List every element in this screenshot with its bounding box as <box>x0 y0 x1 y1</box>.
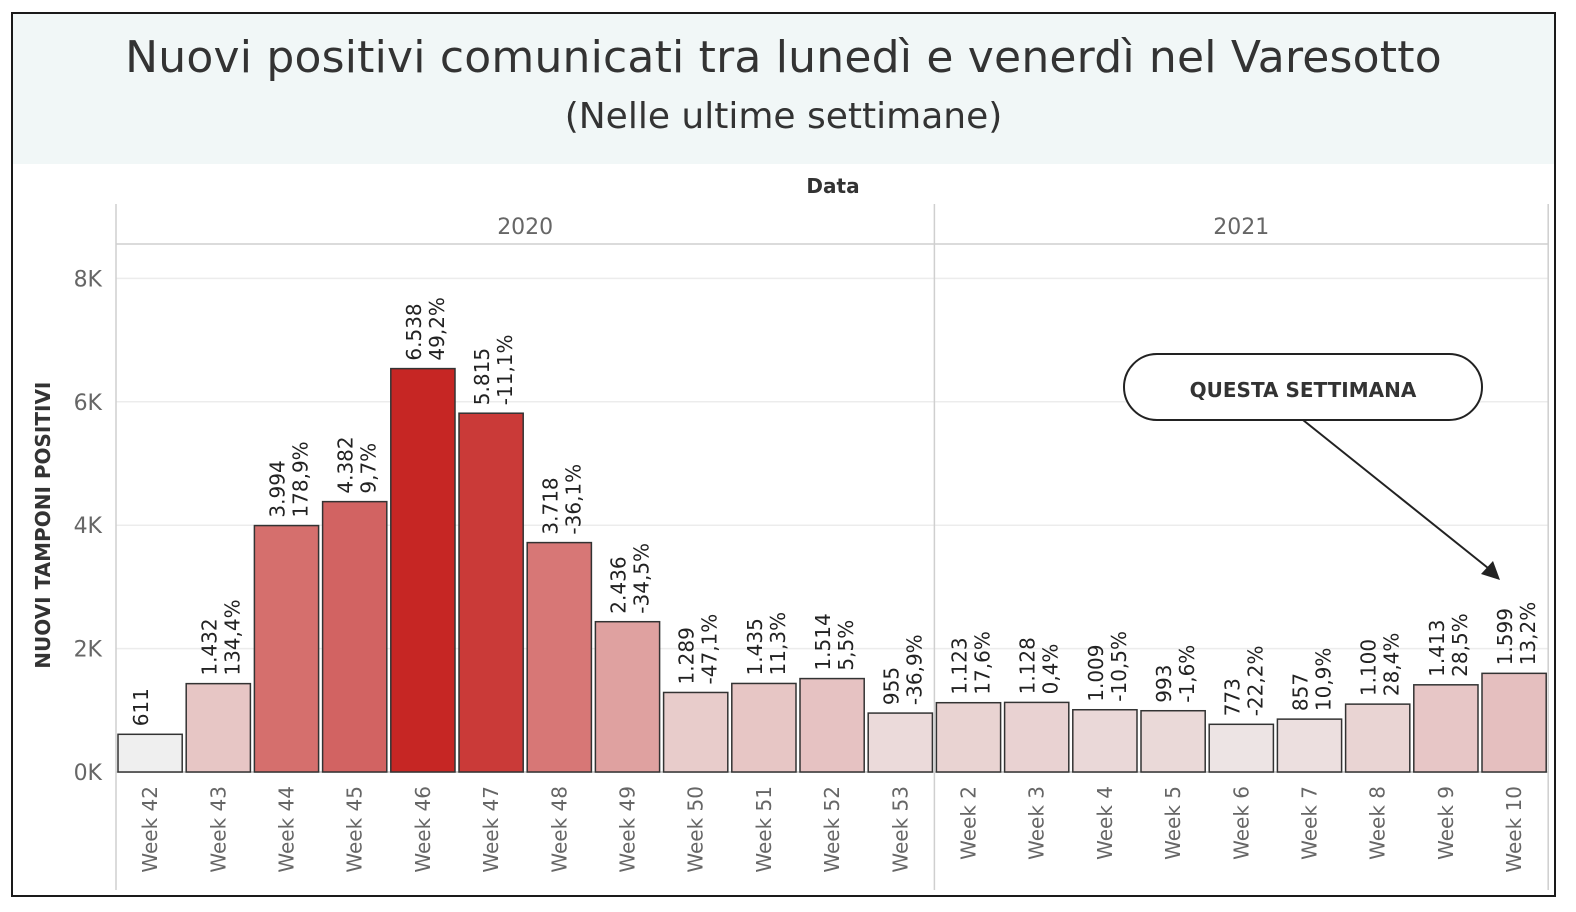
bar <box>1276 718 1343 773</box>
value-label: 857 <box>1289 673 1313 711</box>
x-tick-label: Week 45 <box>343 786 367 873</box>
pct-label: 13,2% <box>1516 602 1540 666</box>
x-tick-label: Week 4 <box>1093 786 1117 860</box>
value-label: 3.718 <box>538 477 562 534</box>
pct-label: 11,3% <box>766 612 790 676</box>
pct-label: -34,5% <box>630 543 654 614</box>
x-tick-label: Week 10 <box>1502 786 1526 873</box>
bar <box>799 677 865 773</box>
pct-label: 134,4% <box>220 599 244 675</box>
value-label: 5.815 <box>470 348 494 405</box>
x-tick-label: Week 42 <box>138 786 162 873</box>
value-label: 1.100 <box>1357 639 1381 696</box>
x-tick-label: Week 8 <box>1366 786 1390 860</box>
pct-label: -36,9% <box>902 634 926 705</box>
y-tick-label: 2K <box>74 638 103 663</box>
value-label: 955 <box>879 667 903 705</box>
bar <box>185 682 252 773</box>
pct-label: 10,9% <box>1312 648 1336 712</box>
group-label: 2021 <box>1213 215 1269 240</box>
pct-label: -36,1% <box>561 464 585 535</box>
column-header: Data <box>806 174 859 198</box>
x-tick-label: Week 47 <box>479 786 503 873</box>
x-tick-label: Week 49 <box>616 786 640 873</box>
x-tick-label: Week 51 <box>752 786 776 873</box>
pct-label: -1,6% <box>1175 645 1199 703</box>
x-tick-label: Week 44 <box>275 786 299 873</box>
bar <box>867 712 934 773</box>
bar <box>1140 709 1206 773</box>
pct-label: -10,5% <box>1107 631 1131 702</box>
value-label: 2.436 <box>607 556 631 613</box>
value-label: 1.432 <box>197 618 221 675</box>
pct-label: 0,4% <box>1039 644 1063 695</box>
x-tick-label: Week 46 <box>411 786 435 873</box>
bar <box>594 620 661 773</box>
bar <box>1413 684 1479 773</box>
pct-label: 17,6% <box>971 631 995 695</box>
bar <box>1481 672 1547 773</box>
x-tick-label: Week 50 <box>684 786 708 873</box>
x-tick-label: Week 9 <box>1434 786 1458 860</box>
bar <box>321 500 388 773</box>
bar <box>935 701 1002 773</box>
pct-label: -47,1% <box>698 614 722 685</box>
chart-subtitle: (Nelle ultime settimane) <box>564 96 1003 137</box>
bar <box>458 412 524 773</box>
value-label: 1.514 <box>811 613 835 670</box>
chart-title: Nuovi positivi comunicati tra lunedì e v… <box>125 32 1442 83</box>
y-tick-label: 4K <box>74 514 103 539</box>
value-label: 1.413 <box>1425 620 1449 677</box>
value-label: 6.538 <box>402 303 426 360</box>
bar <box>253 524 320 773</box>
pct-label: 49,2% <box>425 297 449 361</box>
pct-label: 9,7% <box>357 443 381 494</box>
x-tick-label: Week 5 <box>1161 786 1185 860</box>
y-axis-title: NUOVI TAMPONI POSITIVI <box>31 382 55 669</box>
x-tick-label: Week 52 <box>820 786 844 873</box>
x-tick-label: Week 48 <box>547 786 571 873</box>
bar <box>1208 723 1275 773</box>
pct-label: -22,2% <box>1243 646 1267 717</box>
value-label: 773 <box>1220 678 1244 716</box>
pct-label: 5,5% <box>834 620 858 671</box>
x-tick-label: Week 43 <box>206 786 230 873</box>
annotation-arrow-line <box>1302 419 1489 569</box>
value-label: 1.009 <box>1084 644 1108 701</box>
value-label: 4.382 <box>334 436 358 493</box>
value-label: 993 <box>1152 665 1176 703</box>
value-label: 1.599 <box>1493 608 1517 665</box>
bar <box>390 367 456 773</box>
value-label: 1.289 <box>675 627 699 684</box>
x-tick-label: Week 2 <box>957 786 981 860</box>
x-tick-label: Week 6 <box>1229 786 1253 860</box>
pct-label: -11,1% <box>493 334 517 405</box>
annotation-arrow-head <box>1481 561 1500 580</box>
pct-label: 28,5% <box>1448 613 1472 677</box>
value-label: 1.435 <box>743 618 767 675</box>
pct-label: 28,4% <box>1380 633 1404 697</box>
value-label: 3.994 <box>266 460 290 517</box>
y-tick-label: 0K <box>74 761 103 786</box>
y-tick-label: 8K <box>74 267 103 292</box>
bar <box>662 691 729 773</box>
pct-label: 178,9% <box>289 441 313 517</box>
annotation-text: QUESTA SETTIMANA <box>1190 378 1417 402</box>
y-tick-label: 6K <box>74 391 103 416</box>
value-label: 611 <box>129 688 153 726</box>
group-label: 2020 <box>497 215 553 240</box>
value-label: 1.128 <box>1016 637 1040 694</box>
x-tick-label: Week 3 <box>1025 786 1049 860</box>
chart-header: Nuovi positivi comunicati tra lunedì e v… <box>13 14 1554 164</box>
bar <box>526 541 593 773</box>
bar <box>1072 708 1138 773</box>
x-tick-label: Week 7 <box>1298 786 1322 860</box>
bar <box>117 733 183 773</box>
bar <box>1344 703 1411 773</box>
value-label: 1.123 <box>948 637 972 694</box>
bar <box>1003 701 1070 773</box>
bar <box>731 682 797 773</box>
x-tick-label: Week 53 <box>888 786 912 873</box>
